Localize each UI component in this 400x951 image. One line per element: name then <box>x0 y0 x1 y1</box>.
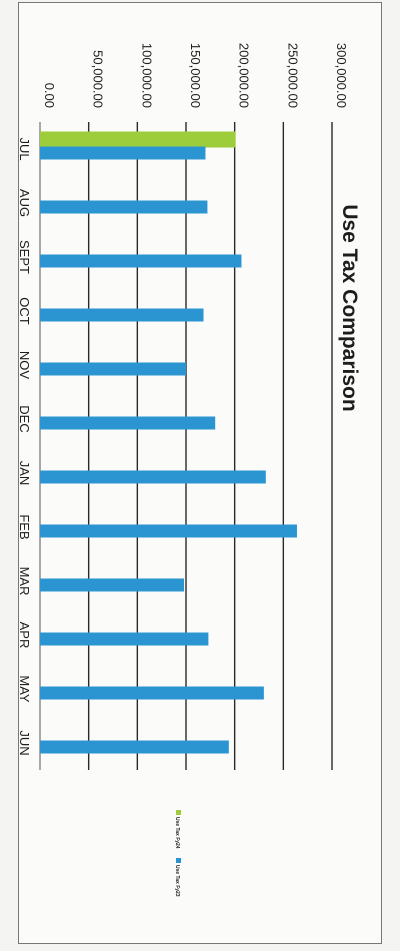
x-category-label: DEC <box>17 405 32 432</box>
y-tick-label: 100,000.00 <box>139 43 154 108</box>
legend-item: Use Tax Fy23 <box>174 858 181 897</box>
y-tick-label: 300,000.00 <box>334 43 349 108</box>
legend: Use Tax Fy24 Use Tax Fy23 <box>174 810 181 897</box>
bar-use-tax-fy24-jul <box>40 131 236 148</box>
bar-use-tax-fy23-jan <box>40 470 266 484</box>
x-category-label: JUN <box>17 730 32 755</box>
bar-layer <box>40 131 297 754</box>
x-category-label: JAN <box>17 461 32 486</box>
label-layer: 0.00 50,000.00 100,000.00 150,000.00 200,000… <box>17 43 349 756</box>
x-category-label: JUL <box>17 137 32 160</box>
legend-item: Use Tax Fy24 <box>174 810 181 849</box>
x-category-label: MAY <box>17 675 32 703</box>
x-category-label: OCT <box>17 297 32 325</box>
bar-use-tax-fy23-nov <box>40 362 186 376</box>
legend-swatch <box>176 810 181 815</box>
bar-use-tax-fy23-oct <box>40 308 204 322</box>
legend-label: Use Tax Fy23 <box>174 865 180 897</box>
bar-use-tax-fy23-jun <box>40 740 229 754</box>
chart-title: Use Tax Comparison <box>338 204 361 411</box>
bar-use-tax-fy23-apr <box>40 632 209 646</box>
legend-label: Use Tax Fy24 <box>174 817 180 849</box>
bar-use-tax-fy23-may <box>40 686 264 700</box>
bar-use-tax-fy23-aug <box>40 200 208 214</box>
x-category-label: APR <box>17 622 32 649</box>
legend-swatch <box>176 858 181 863</box>
x-category-label: SEPT <box>17 240 32 274</box>
bar-use-tax-fy23-dec <box>40 416 216 430</box>
grid-layer <box>39 122 333 770</box>
y-tick-label: 150,000.00 <box>188 43 203 108</box>
x-category-label: NOV <box>17 351 32 380</box>
x-category-label: MAR <box>17 567 32 596</box>
y-tick-label: 0.00 <box>42 83 57 108</box>
bar-use-tax-fy23-mar <box>40 578 185 592</box>
bar-use-tax-fy23-sept <box>40 254 242 268</box>
y-tick-label: 200,000.00 <box>237 43 252 108</box>
x-category-label: FEB <box>17 514 32 539</box>
bar-use-tax-fy23-feb <box>40 524 297 538</box>
bar-use-tax-fy23-jul <box>40 146 206 160</box>
y-tick-label: 50,000.00 <box>91 50 106 108</box>
x-category-label: AUG <box>17 189 32 217</box>
y-tick-label: 250,000.00 <box>285 43 300 108</box>
